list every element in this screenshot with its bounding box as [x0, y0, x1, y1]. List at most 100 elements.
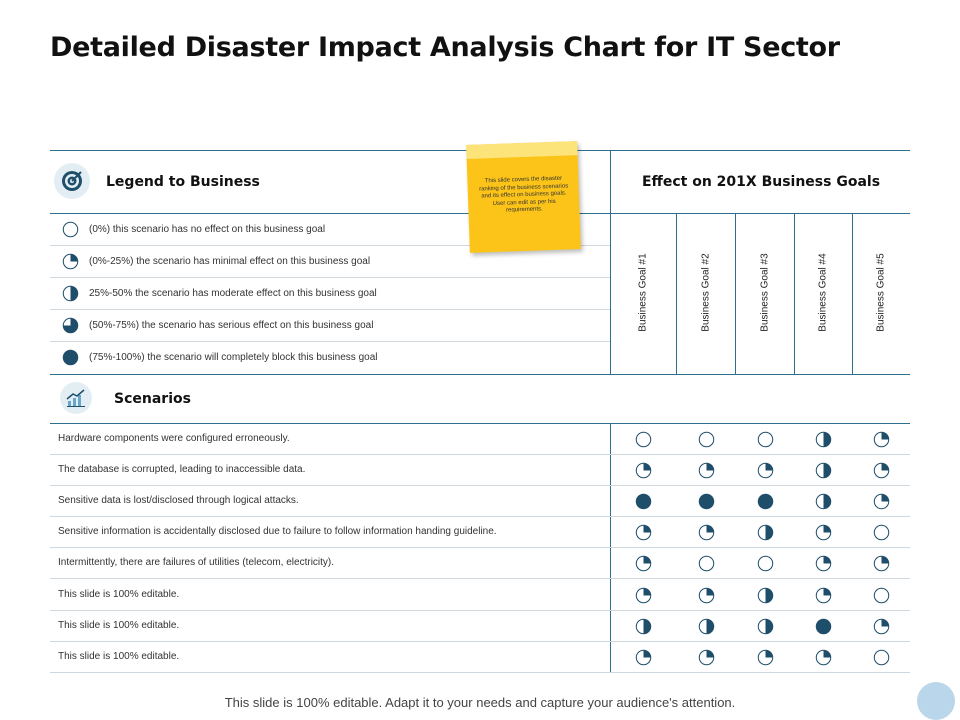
- impact-cell: [698, 555, 715, 572]
- impact-pie-icon: [815, 493, 832, 510]
- impact-pie-icon: [873, 587, 890, 603]
- scenario-row: The database is corrupted, leading to in…: [50, 455, 910, 486]
- scenario-row-divider: [50, 516, 910, 517]
- impact-pie-icon: [757, 587, 774, 603]
- impact-cell: [635, 493, 652, 510]
- impact-pie-icon: [873, 649, 890, 665]
- impact-cell: [815, 431, 832, 448]
- legend-row: (0%) this scenario has no effect on this…: [52, 214, 325, 245]
- scenario-label: The database is corrupted, leading to in…: [58, 464, 306, 476]
- impact-pie-icon: [698, 525, 715, 541]
- impact-pie-icon: [698, 587, 715, 603]
- impact-pie-icon: [62, 285, 79, 302]
- impact-cell: [698, 431, 715, 448]
- impact-cell: [873, 587, 890, 604]
- impact-cell: [635, 462, 652, 479]
- impact-cell: [635, 555, 652, 572]
- impact-pie-icon: [698, 431, 715, 448]
- impact-pie-icon: [873, 431, 890, 448]
- impact-pie-icon: [757, 649, 774, 665]
- impact-cell: [635, 524, 652, 541]
- goal-col-line-4: [852, 213, 853, 374]
- impact-cell: [698, 649, 715, 666]
- impact-cell: [873, 618, 890, 635]
- goal-col-line-2: [735, 213, 736, 374]
- impact-pie-icon: [873, 618, 890, 634]
- effect-title: Effect on 201X Business Goals: [641, 174, 881, 190]
- impact-cell: [698, 524, 715, 541]
- impact-pie-icon: [815, 462, 832, 479]
- legend-row-label: (0%) this scenario has no effect on this…: [89, 224, 326, 235]
- scenario-row-divider: [50, 485, 910, 486]
- impact-pie-icon: [635, 525, 652, 541]
- impact-cell: [873, 493, 890, 510]
- impact-pie-icon: [698, 493, 715, 510]
- legend-row-divider: [50, 245, 610, 246]
- impact-pie-icon: [815, 587, 832, 603]
- impact-pie-icon: [635, 649, 652, 665]
- impact-pie-icon: [815, 618, 832, 634]
- impact-pie-icon: [635, 493, 652, 510]
- legend-title: Legend to Business: [106, 174, 260, 190]
- legend-row-divider: [50, 309, 610, 310]
- impact-cell: [757, 555, 774, 572]
- scenario-label: Hardware components were configured erro…: [58, 433, 290, 444]
- scenario-row-divider: [50, 578, 910, 579]
- legend-bottom-border: [50, 374, 910, 375]
- impact-cell: [757, 524, 774, 541]
- sticky-note: This slide covers the disaster ranking o…: [466, 141, 581, 253]
- scenario-row-divider: [50, 672, 910, 673]
- footer-text: This slide is 100% editable. Adapt it to…: [224, 695, 736, 710]
- scenario-row: Sensitive information is accidentally di…: [50, 517, 910, 548]
- impact-cell: [815, 493, 832, 510]
- impact-cell: [757, 431, 774, 448]
- impact-pie-icon: [62, 317, 79, 334]
- scenario-row: Hardware components were configured erro…: [50, 424, 910, 455]
- impact-pie-icon: [62, 221, 79, 238]
- impact-cell: [757, 649, 774, 666]
- impact-cell: [873, 555, 890, 572]
- scenario-row-divider: [50, 454, 910, 455]
- scenario-row: This slide is 100% editable.: [50, 611, 910, 642]
- legend-row-divider: [50, 277, 610, 278]
- legend-row-divider: [50, 341, 610, 342]
- scenario-label: Sensitive information is accidentally di…: [58, 526, 497, 538]
- impact-pie-icon: [757, 556, 774, 572]
- scenario-label: This slide is 100% editable.: [58, 650, 180, 662]
- growth-chart-icon: [60, 382, 92, 414]
- impact-cell: [757, 493, 774, 510]
- impact-cell: [635, 431, 652, 448]
- impact-cell: [815, 618, 832, 635]
- decorative-circle: [917, 682, 955, 720]
- impact-pie-icon: [698, 649, 715, 665]
- scenarios-header-border: [50, 423, 910, 424]
- impact-cell: [698, 618, 715, 635]
- impact-cell: [698, 493, 715, 510]
- impact-pie-icon: [873, 556, 890, 572]
- impact-pie-icon: [757, 462, 774, 479]
- legend-row: (0%-25%) the scenario has minimal effect…: [52, 246, 370, 277]
- impact-pie-icon: [757, 525, 774, 541]
- impact-cell: [815, 587, 832, 604]
- impact-cell: [757, 587, 774, 604]
- scenario-row-divider: [50, 641, 910, 642]
- impact-pie-icon: [757, 431, 774, 448]
- impact-pie-icon: [815, 556, 832, 572]
- scenario-label: This slide is 100% editable.: [58, 588, 180, 600]
- impact-pie-icon: [698, 618, 715, 634]
- impact-cell: [815, 524, 832, 541]
- impact-cell: [698, 462, 715, 479]
- impact-cell: [815, 649, 832, 666]
- goal-col-line-1: [676, 213, 677, 374]
- impact-pie-icon: [635, 587, 652, 603]
- impact-pie-icon: [815, 649, 832, 665]
- impact-pie-icon: [698, 462, 715, 479]
- impact-cell: [815, 555, 832, 572]
- impact-pie-icon: [815, 525, 832, 541]
- sticky-note-text: This slide covers the disaster ranking o…: [479, 175, 569, 214]
- scenario-row: Sensitive data is lost/disclosed through…: [50, 486, 910, 517]
- impact-pie-icon: [635, 431, 652, 448]
- goal-column-header: Business Goal #3: [759, 253, 771, 332]
- legend-row-label: 25%-50% the scenario has moderate effect…: [89, 288, 377, 299]
- scenario-label: Sensitive data is lost/disclosed through…: [58, 495, 299, 507]
